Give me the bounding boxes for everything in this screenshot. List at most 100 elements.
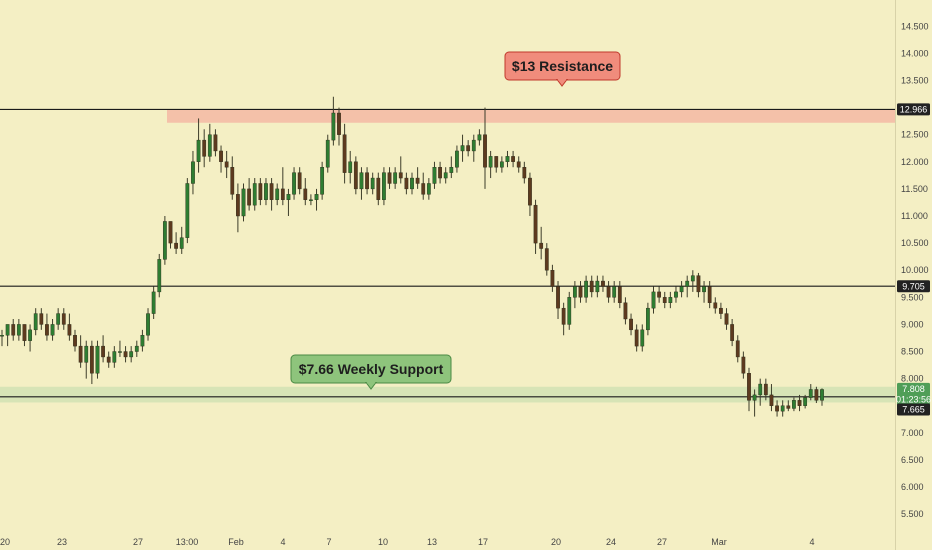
candle-body [792, 400, 796, 409]
candle-body [589, 280, 594, 293]
candle-body [528, 177, 532, 206]
x-tick-label: 24 [606, 537, 616, 547]
candle-body [393, 172, 398, 184]
candle-body [668, 297, 673, 303]
candle-body [769, 394, 774, 406]
candle-body [286, 194, 291, 200]
y-tick-label: 10.500 [901, 238, 929, 248]
candle-body [651, 291, 656, 309]
candle-body [224, 161, 229, 168]
candle-body [814, 389, 819, 401]
x-tick-label: Feb [228, 537, 244, 547]
candle-body [494, 156, 499, 168]
candle-body [623, 302, 628, 320]
y-tick-label: 11.500 [901, 184, 928, 194]
price-tag-label: 01:23:56 [896, 394, 931, 404]
candle-body [33, 313, 38, 331]
candle-body [134, 345, 139, 352]
candle-body [483, 134, 487, 168]
candle-body [432, 167, 437, 184]
candle-body [382, 172, 386, 200]
candle-body [236, 194, 240, 217]
candle-body [443, 172, 448, 179]
candle-body [679, 286, 684, 293]
candle-body [780, 405, 785, 412]
candle-body [601, 280, 605, 287]
plot-area [0, 0, 895, 550]
candle-body [398, 172, 403, 179]
candle-body [140, 335, 145, 347]
candle-body [45, 324, 49, 336]
candle-body [56, 313, 61, 325]
candles-layer [0, 96, 824, 417]
candle-body [719, 307, 723, 314]
candle-body [471, 139, 476, 152]
y-tick-label: 14.500 [901, 21, 929, 31]
candle-body [78, 345, 83, 363]
candle-body [106, 356, 111, 363]
candle-body [707, 286, 712, 303]
y-tick-label: 9.500 [901, 292, 924, 302]
candle-body [522, 167, 527, 179]
candle-body [129, 351, 134, 358]
candle-body [421, 183, 426, 195]
candle-body [275, 188, 280, 200]
y-tick-label: 8.500 [901, 347, 924, 357]
candle-body [151, 291, 156, 314]
y-tick-label: 5.500 [901, 509, 924, 519]
candle-body [696, 275, 701, 293]
candle-body [191, 161, 195, 184]
candle-body [365, 172, 369, 190]
candle-body [758, 383, 763, 396]
candle-body [797, 400, 802, 406]
annotation-pointer-joint [366, 381, 376, 384]
zones-layer [0, 109, 895, 403]
support-zone [0, 386, 895, 403]
candle-body [387, 172, 392, 184]
candle-body [477, 134, 482, 141]
candle-body [207, 134, 212, 157]
y-tick-label: 6.000 [901, 482, 924, 492]
price-tag [897, 403, 930, 416]
candle-body [213, 134, 218, 152]
candle-body [775, 405, 779, 412]
candle-body [359, 172, 364, 190]
candle-body [342, 134, 347, 173]
candle-body [247, 188, 252, 206]
candle-body [505, 156, 510, 162]
x-tick-label: 20 [0, 537, 10, 547]
annotations-layer: $13 Resistance $7.66 Weekly Support [290, 51, 621, 390]
candle-body [157, 259, 162, 293]
price-tag [897, 103, 930, 116]
annotation-bubble: $7.66 Weekly Support [290, 354, 452, 390]
y-tick-label: 13.500 [901, 75, 929, 85]
candle-body [460, 145, 465, 152]
candle-body [353, 161, 358, 190]
candle-body [488, 156, 493, 168]
candle-body [606, 286, 611, 298]
annotation-text: $7.66 Weekly Support [299, 361, 444, 377]
candle-body [584, 280, 588, 298]
x-axis: 20 23 27 13:00 Feb 4 7 10 13 17 20 24 27 Mar 4 [0, 537, 815, 547]
x-tick-label: 27 [133, 537, 143, 547]
candle-body [112, 351, 117, 363]
candle-body [466, 145, 471, 152]
candle-body [314, 194, 319, 200]
candle-body [808, 389, 813, 398]
candle-body [410, 177, 414, 190]
x-tick-label: 23 [57, 537, 67, 547]
candle-body [455, 150, 459, 168]
candle-body [567, 297, 572, 325]
candle-body [101, 345, 105, 358]
candle-body [185, 183, 190, 238]
x-tick-label: 4 [280, 537, 285, 547]
candle-body [146, 313, 150, 336]
candle-body [219, 150, 223, 162]
candle-body [174, 242, 178, 249]
x-tick-label: Mar [711, 537, 727, 547]
candle-body [735, 340, 740, 358]
candle-body [544, 248, 549, 271]
candle-body [196, 139, 201, 162]
